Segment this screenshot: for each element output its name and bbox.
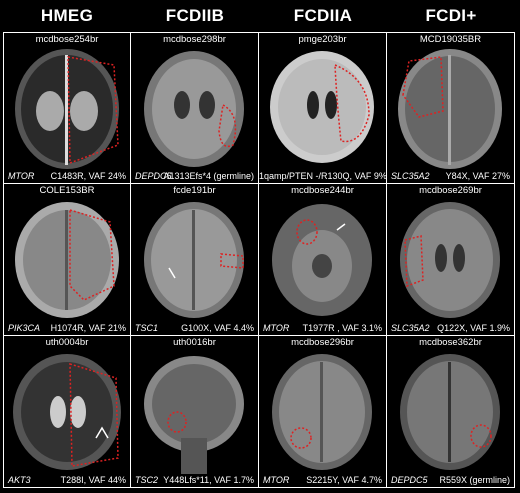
mri-scan-image bbox=[13, 354, 121, 470]
mri-grid: mcdbose254br MTOR C1483R, VAF 24% mcdbos… bbox=[3, 32, 517, 490]
gene-label: MTOR bbox=[263, 323, 290, 333]
case-id: pmge203br bbox=[298, 34, 347, 45]
mri-scan-image bbox=[270, 51, 374, 163]
panel-mcdbose362br: mcdbose362br DEPDC5 R559X (germline) bbox=[387, 336, 515, 488]
variant-label: G100X, VAF 4.4% bbox=[181, 323, 254, 333]
case-id: mcdbose254br bbox=[35, 34, 99, 45]
case-id: COLE153BR bbox=[39, 185, 95, 196]
variant-label: T288I, VAF 44% bbox=[60, 475, 126, 485]
gene-label: MTOR bbox=[8, 171, 35, 181]
gene-label: AKT3 bbox=[8, 475, 31, 485]
gene-label: PIK3CA bbox=[8, 323, 41, 333]
mri-scan-image bbox=[400, 354, 500, 470]
case-id: mcdbose362br bbox=[419, 337, 482, 348]
case-id: mcdbose298br bbox=[163, 34, 226, 45]
case-id: mcdbose244br bbox=[291, 185, 354, 196]
panel-mcdbose254br: mcdbose254br MTOR C1483R, VAF 24% bbox=[3, 32, 131, 184]
variant-label: S2215Y, VAF 4.7% bbox=[306, 475, 382, 485]
mri-scan-image bbox=[400, 202, 500, 318]
panel-uth0016br: uth0016br TSC2 Y448Lfs*11, VAF 1.7% bbox=[131, 336, 259, 488]
variant-label: C1483R, VAF 24% bbox=[50, 171, 126, 181]
gene-label: DEPDC5 bbox=[135, 171, 172, 181]
case-id: mcdbose269br bbox=[419, 185, 482, 196]
variant-label: T1977R , VAF 3.1% bbox=[302, 323, 382, 333]
column-header-fcdi-plus: FCDI+ bbox=[425, 6, 477, 25]
gene-label: MTOR bbox=[263, 475, 290, 485]
panel-mcd19035br: MCD19035BR SLC35A2 Y84X, VAF 27% bbox=[387, 32, 515, 184]
mri-scan-image bbox=[15, 202, 119, 318]
mri-scan-image bbox=[144, 202, 244, 318]
gene-label: DEPDC5 bbox=[391, 475, 428, 485]
variant-label: H1074R, VAF 21% bbox=[50, 323, 126, 333]
mri-scan-image bbox=[398, 49, 502, 169]
variant-label: Y448Lfs*11, VAF 1.7% bbox=[163, 475, 254, 485]
case-id: uth0004br bbox=[45, 337, 89, 348]
variant-label: R559X (germline) bbox=[439, 475, 510, 485]
variant-label: Q122X, VAF 1.9% bbox=[437, 323, 510, 333]
variant-label: Y84X, VAF 27% bbox=[445, 171, 510, 181]
mri-scan-image bbox=[272, 354, 372, 470]
column-header-fcdiib: FCDIIB bbox=[165, 6, 225, 25]
panel-fcde191br: fcde191br TSC1 G100X, VAF 4.4% bbox=[131, 184, 259, 336]
variant-label: A1313Efs*4 (germline) bbox=[163, 171, 254, 181]
case-id: MCD19035BR bbox=[419, 34, 482, 45]
panel-mcdbose269br: mcdbose269br SLC35A2 Q122X, VAF 1.9% bbox=[387, 184, 515, 336]
case-id: fcde191br bbox=[173, 185, 216, 196]
panel-pmge203br: pmge203br 1qamp/PTEN -/R130Q, VAF 9% bbox=[259, 32, 387, 184]
mri-scan-image bbox=[15, 49, 119, 169]
case-id: mcdbose296br bbox=[291, 337, 354, 348]
panel-uth0004br: uth0004br AKT3 T288I, VAF 44% bbox=[3, 336, 131, 488]
case-id: uth0016br bbox=[173, 337, 216, 348]
panel-mcdbose296br: mcdbose296br MTOR S2215Y, VAF 4.7% bbox=[259, 336, 387, 488]
gene-label: TSC1 bbox=[135, 323, 159, 333]
panel-mcdbose298br: mcdbose298br DEPDC5 A1313Efs*4 (germline… bbox=[131, 32, 259, 184]
panel-mcdbose244br: mcdbose244br MTOR T1977R , VAF 3.1% bbox=[259, 184, 387, 336]
gene-label: SLC35A2 bbox=[391, 171, 430, 181]
column-header-fcdiia: FCDIIA bbox=[293, 6, 353, 25]
variant-label: 1qamp/PTEN -/R130Q, VAF 9% bbox=[259, 171, 387, 181]
mri-scan-image bbox=[144, 356, 244, 474]
panel-cole153br: COLE153BR PIK3CA H1074R, VAF 21% bbox=[3, 184, 131, 336]
gene-label: SLC35A2 bbox=[391, 323, 430, 333]
gene-label: TSC2 bbox=[135, 475, 159, 485]
mri-scan-image bbox=[272, 204, 372, 316]
mri-scan-image bbox=[144, 51, 244, 167]
column-header-hmeg: HMEG bbox=[40, 6, 94, 25]
